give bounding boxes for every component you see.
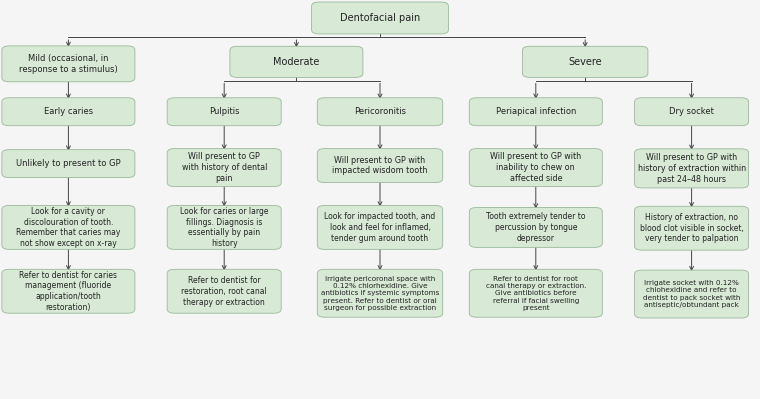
Text: Early caries: Early caries [44, 107, 93, 116]
Text: Pericoronitis: Pericoronitis [354, 107, 406, 116]
FancyBboxPatch shape [2, 269, 135, 313]
Text: Severe: Severe [568, 57, 602, 67]
Text: Refer to dentist for
restoration, root canal
therapy or extraction: Refer to dentist for restoration, root c… [182, 276, 267, 306]
FancyBboxPatch shape [2, 150, 135, 178]
FancyBboxPatch shape [318, 269, 442, 317]
Text: Look for a cavity or
discolouration of tooth.
Remember that caries may
not show : Look for a cavity or discolouration of t… [16, 207, 121, 248]
Text: Moderate: Moderate [273, 57, 320, 67]
FancyBboxPatch shape [635, 206, 749, 250]
Text: Refer to dentist for root
canal therapy or extraction.
Give antibiotics before
r: Refer to dentist for root canal therapy … [486, 276, 586, 311]
Text: Irrigate socket with 0.12%
chlohexidine and refer to
dentist to pack socket with: Irrigate socket with 0.12% chlohexidine … [643, 280, 740, 308]
Text: Look for caries or large
fillings. Diagnosis is
essentially by pain
history: Look for caries or large fillings. Diagn… [180, 207, 268, 248]
Text: Pulpitis: Pulpitis [209, 107, 239, 116]
FancyBboxPatch shape [2, 205, 135, 249]
FancyBboxPatch shape [469, 98, 602, 126]
FancyBboxPatch shape [2, 98, 135, 126]
Text: Unlikely to present to GP: Unlikely to present to GP [16, 159, 121, 168]
FancyBboxPatch shape [523, 46, 648, 77]
Text: Dentofacial pain: Dentofacial pain [340, 13, 420, 23]
Text: Dry socket: Dry socket [669, 107, 714, 116]
Text: Will present to GP with
inability to chew on
affected side: Will present to GP with inability to che… [490, 152, 581, 183]
Text: Irrigate pericoronal space with
0.12% chlorhexidine. Give
antibiotics if systemi: Irrigate pericoronal space with 0.12% ch… [321, 276, 439, 311]
FancyBboxPatch shape [635, 270, 749, 318]
FancyBboxPatch shape [230, 46, 363, 77]
FancyBboxPatch shape [318, 149, 442, 183]
Text: Will present to GP
with history of dental
pain: Will present to GP with history of denta… [182, 152, 267, 183]
FancyBboxPatch shape [167, 98, 281, 126]
FancyBboxPatch shape [312, 2, 448, 34]
FancyBboxPatch shape [635, 98, 749, 126]
Text: History of extraction, no
blood clot visible in socket,
very tender to palpation: History of extraction, no blood clot vis… [640, 213, 743, 243]
FancyBboxPatch shape [167, 205, 281, 249]
FancyBboxPatch shape [2, 46, 135, 82]
Text: Will present to GP with
impacted wisdom tooth: Will present to GP with impacted wisdom … [332, 156, 428, 176]
FancyBboxPatch shape [167, 149, 281, 187]
FancyBboxPatch shape [318, 205, 442, 249]
Text: Refer to dentist for caries
management (fluoride
application/tooth
restoration): Refer to dentist for caries management (… [20, 271, 117, 312]
FancyBboxPatch shape [167, 269, 281, 313]
FancyBboxPatch shape [318, 98, 442, 126]
FancyBboxPatch shape [469, 207, 602, 247]
Text: Will present to GP with
history of extraction within
past 24–48 hours: Will present to GP with history of extra… [638, 153, 746, 184]
Text: Look for impacted tooth, and
look and feel for inflamed,
tender gum around tooth: Look for impacted tooth, and look and fe… [325, 212, 435, 243]
FancyBboxPatch shape [469, 269, 602, 317]
FancyBboxPatch shape [469, 149, 602, 187]
Text: Mild (occasional, in
response to a stimulus): Mild (occasional, in response to a stimu… [19, 54, 118, 74]
FancyBboxPatch shape [635, 149, 749, 188]
Text: Periapical infection: Periapical infection [496, 107, 576, 116]
Text: Tooth extremely tender to
percussion by tongue
depressor: Tooth extremely tender to percussion by … [486, 212, 585, 243]
